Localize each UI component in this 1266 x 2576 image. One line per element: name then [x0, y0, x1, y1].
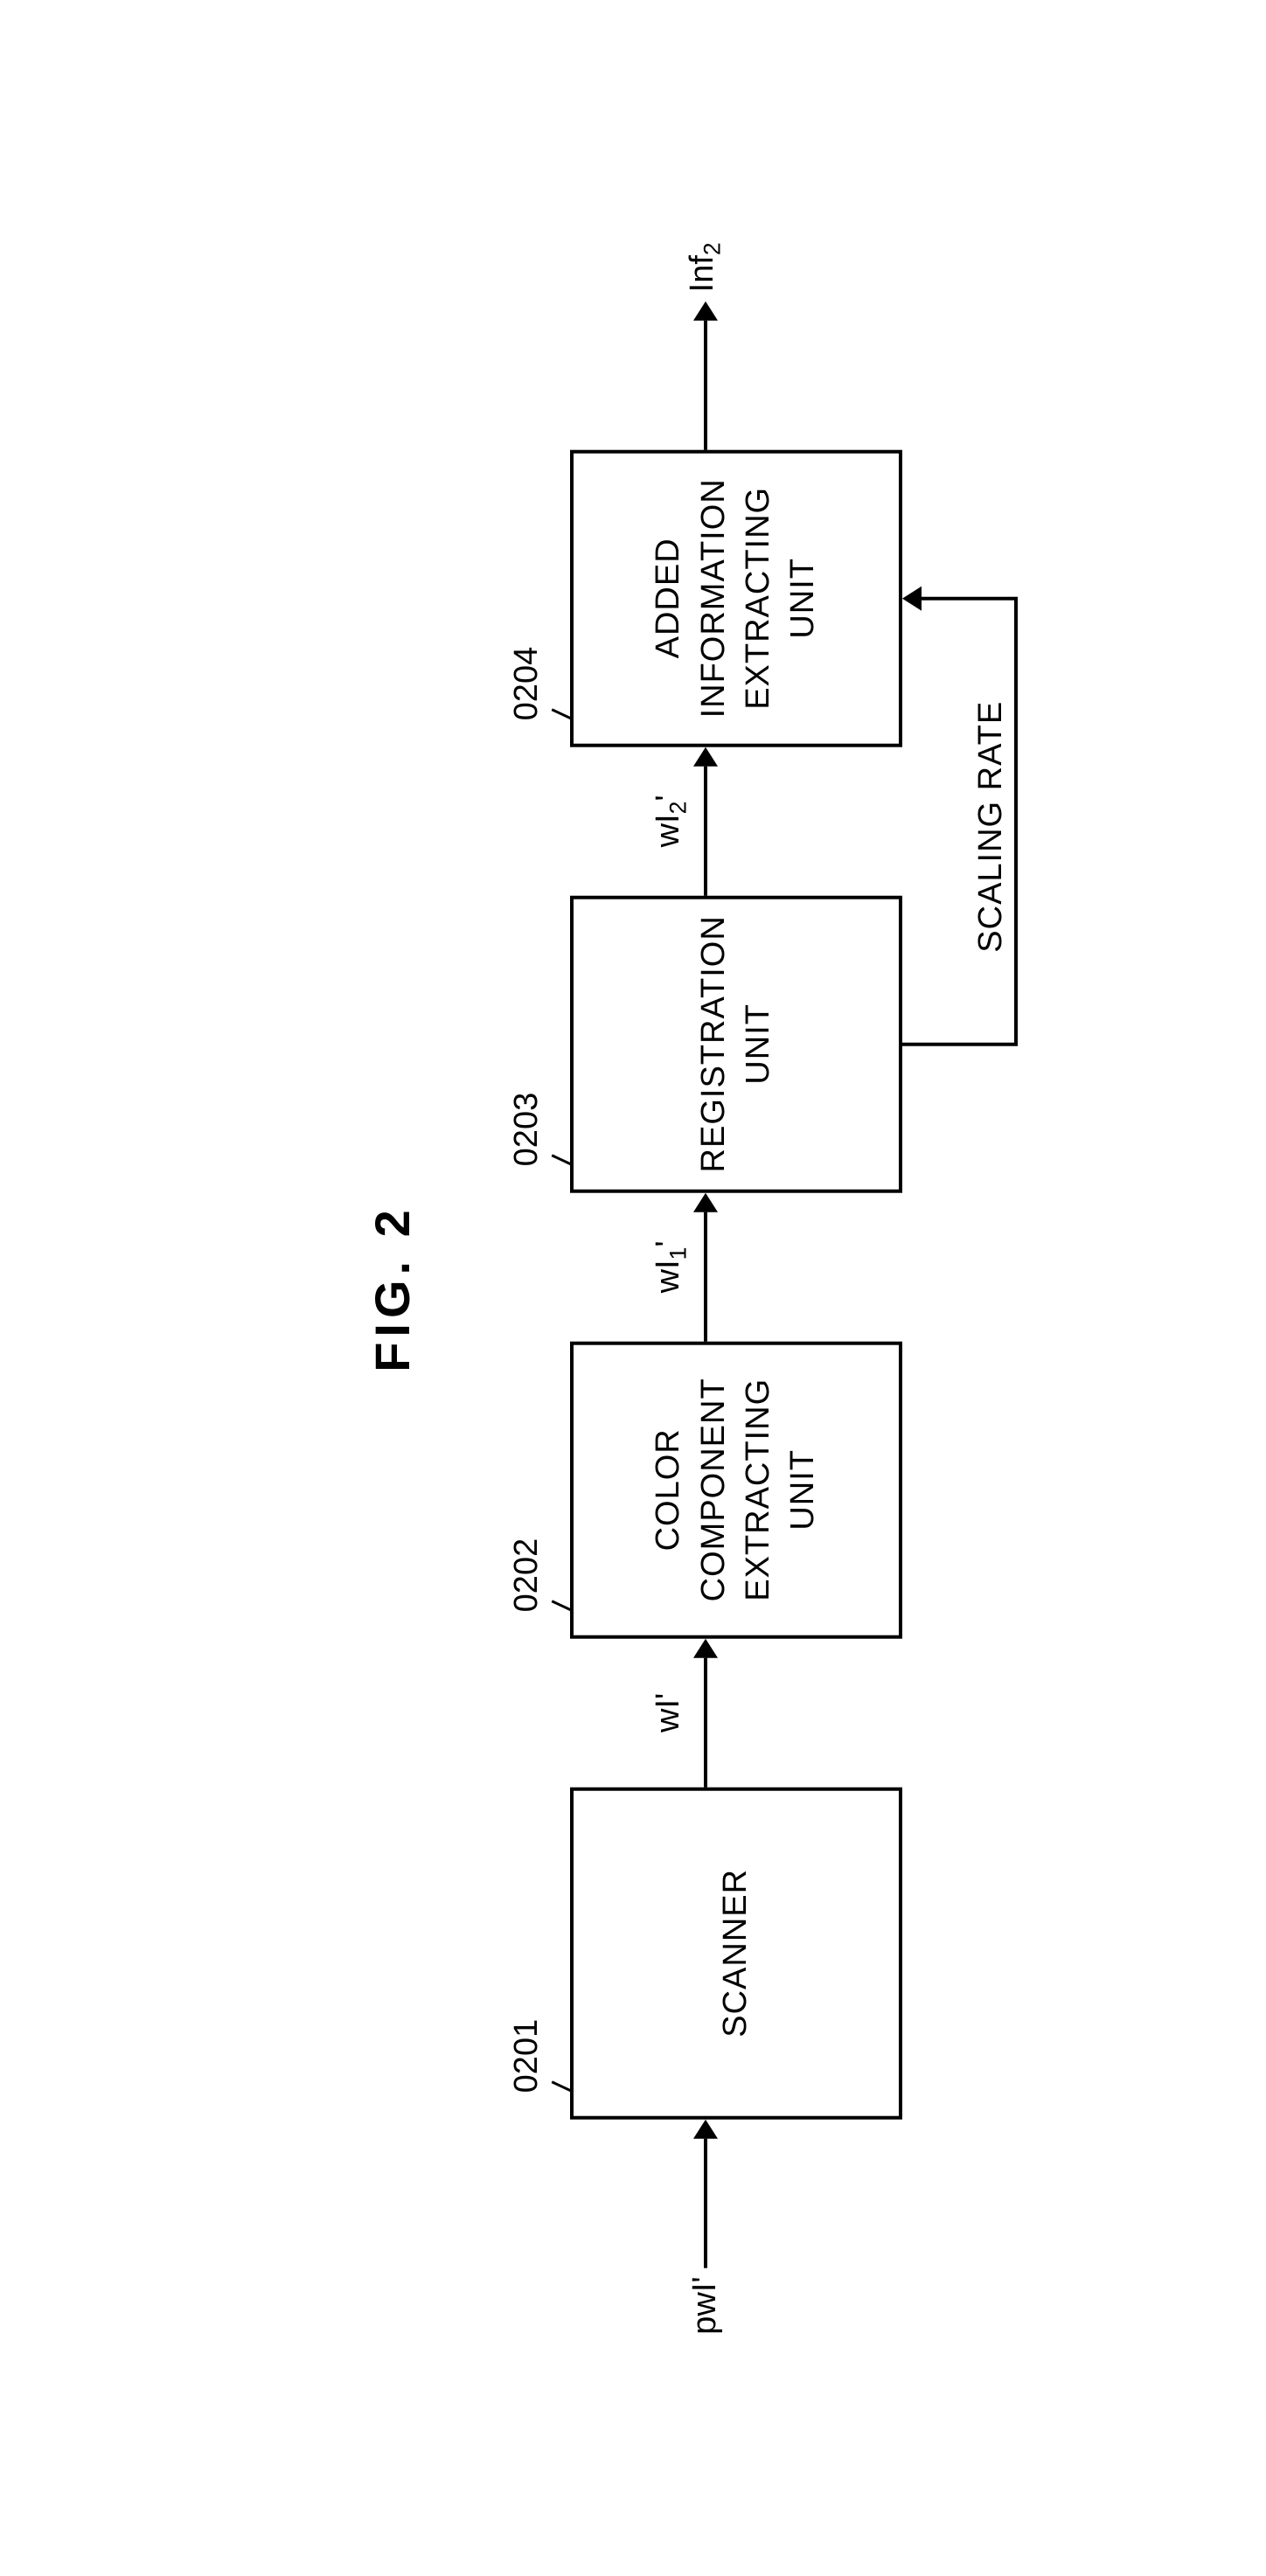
block-row: pwI' 0201 SCANNER wI' 0202 COLOR COMPON [508, 242, 902, 2334]
scanner-box: SCANNER [570, 1787, 902, 2119]
block-id-0202: 0202 [508, 1538, 546, 1612]
registration-box: REGISTRATION UNIT [570, 895, 902, 1192]
arrow-added-to-output [693, 301, 718, 449]
input-signal-label: pwI' [686, 2276, 724, 2334]
signal-wI-prime: wI' [650, 1638, 687, 1787]
output-signal-label: Inf2 [684, 242, 727, 292]
scaling-rate-label: SCALING RATE [972, 700, 1010, 952]
arrow-scanner-to-color: wI' [693, 1638, 718, 1787]
added-info-box: ADDED INFORMATION EXTRACTING UNIT [570, 449, 902, 746]
block-0202: 0202 COLOR COMPONENT EXTRACTING UNIT [508, 1341, 902, 1638]
scanner-label: SCANNER [713, 1868, 758, 2037]
color-component-box: COLOR COMPONENT EXTRACTING UNIT [570, 1341, 902, 1638]
signal-wI2-prime: wI2' [650, 746, 692, 895]
figure-title: FIG. 2 [364, 242, 421, 2334]
added-info-label: ADDED INFORMATION EXTRACTING UNIT [646, 478, 825, 718]
color-component-label: COLOR COMPONENT EXTRACTING UNIT [646, 1378, 825, 1601]
arrow-color-to-registration: wI1' [693, 1192, 718, 1341]
block-0201: 0201 SCANNER [508, 1787, 902, 2119]
block-0203: 0203 REGISTRATION UNIT [508, 895, 902, 1192]
signal-wI1-prime: wI1' [650, 1192, 692, 1341]
block-id-0201: 0201 [508, 2018, 546, 2093]
block-0204: 0204 ADDED INFORMATION EXTRACTING UNIT [508, 449, 902, 746]
arrow-input-to-scanner [693, 2119, 718, 2267]
registration-label: REGISTRATION UNIT [692, 915, 782, 1172]
arrow-registration-to-added: wI2' [693, 746, 718, 895]
block-id-0204: 0204 [508, 646, 546, 720]
block-id-0203: 0203 [508, 1092, 546, 1166]
figure-2-diagram: FIG. 2 pwI' 0201 SCANNER wI' 0202 [364, 242, 902, 2334]
